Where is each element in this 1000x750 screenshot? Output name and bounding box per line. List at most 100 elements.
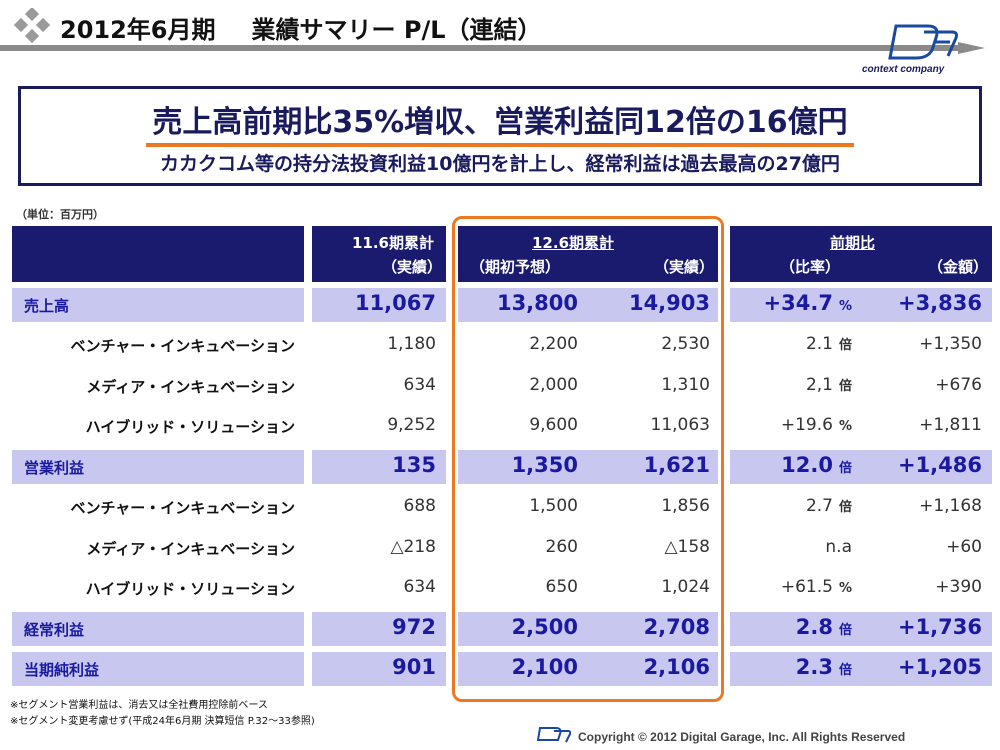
cell-amount: +676 — [822, 375, 982, 395]
cell-value: 2,100 — [511, 655, 578, 679]
cell-value: 260 — [545, 537, 578, 557]
cell-forecast: 13,800 — [418, 291, 578, 315]
band-row-4 — [12, 450, 304, 484]
cell-value: 1,856 — [661, 496, 710, 516]
cell-value: +1,736 — [897, 615, 982, 639]
cell-value: 1,500 — [529, 496, 578, 516]
header-current: 12.6期累計 （期初予想） （実績） — [458, 226, 718, 282]
cell-value: 2,708 — [643, 615, 710, 639]
header-yoy: 前期比 （比率） （金額） — [730, 226, 992, 282]
cell-actual: 11,063 — [550, 415, 710, 435]
cell-amount: +1,350 — [822, 334, 982, 354]
cell-value: 14,903 — [628, 291, 710, 315]
header-arrow-line — [0, 42, 985, 54]
cell-actual: 1,621 — [550, 453, 710, 477]
band-row-0 — [12, 288, 304, 322]
band-row-9 — [458, 652, 718, 686]
cell-forecast: 2,500 — [418, 615, 578, 639]
cell-forecast: 1,350 — [418, 453, 578, 477]
cell-ratio: 2.3 倍 — [692, 655, 852, 679]
headline-main-text: 売上高前期比35%増収、営業利益同12倍の16億円 — [146, 97, 854, 147]
ratio-unit: 倍 — [838, 379, 852, 394]
row-label: 売上高 — [24, 297, 70, 315]
cell-actual: 1,024 — [550, 577, 710, 597]
cell-amount: +1,168 — [822, 496, 982, 516]
cell-ratio: 2.7 倍 — [692, 496, 852, 516]
band-row-4 — [312, 450, 446, 484]
ratio-unit: 倍 — [838, 461, 852, 476]
cell-forecast: 9,600 — [418, 415, 578, 435]
cell-amount: +1,811 — [822, 415, 982, 435]
cell-value: +60 — [946, 537, 982, 557]
band-row-8 — [312, 612, 446, 646]
band-row-4 — [730, 450, 992, 484]
cell-amount: +1,486 — [822, 453, 982, 477]
header-prev: 11.6期累計 （実績） — [312, 226, 446, 282]
cell-value: 2,200 — [529, 334, 578, 354]
cell-ratio: 2,1 倍 — [692, 375, 852, 395]
cell-value: 11,063 — [650, 415, 710, 435]
note-0: ※セグメント営業利益は、消去又は全社費用控除前ベース — [10, 700, 268, 711]
band-row-9 — [12, 652, 304, 686]
cell-value: 2,106 — [643, 655, 710, 679]
cell-value: 1,310 — [661, 375, 710, 395]
band-row-0 — [312, 288, 446, 322]
cell-forecast: 2,000 — [418, 375, 578, 395]
cell-value: 688 — [403, 496, 436, 516]
cell-value: 650 — [545, 577, 578, 597]
cell-prev: 135 — [276, 453, 436, 477]
diamond-bullet-icon — [14, 8, 50, 44]
cell-value: 634 — [403, 375, 436, 395]
cell-value: 1,024 — [661, 577, 710, 597]
cell-ratio: +61.5% — [692, 577, 852, 597]
cell-value: 9,252 — [387, 415, 436, 435]
header-yoy-ratio: （比率） — [780, 258, 841, 276]
cell-prev: 634 — [276, 577, 436, 597]
cell-value: △158 — [664, 537, 710, 557]
band-row-9 — [312, 652, 446, 686]
cell-prev: 688 — [276, 496, 436, 516]
header-label-col — [12, 226, 304, 282]
cell-value: +19.6 — [780, 415, 833, 435]
ratio-unit: % — [838, 419, 852, 434]
ratio-unit: % — [838, 581, 852, 596]
band-row-8 — [730, 612, 992, 646]
cell-ratio: +34.7% — [692, 291, 852, 315]
cell-value: +1,168 — [919, 496, 982, 516]
cell-amount: +3,836 — [822, 291, 982, 315]
ratio-unit: 倍 — [838, 623, 852, 638]
row-label: メディア・インキュベーション — [86, 540, 295, 558]
cell-value: 634 — [403, 577, 436, 597]
logo-text: context company — [862, 64, 945, 75]
cell-value: 2,530 — [661, 334, 710, 354]
cell-actual: 2,708 — [550, 615, 710, 639]
cell-ratio: 12.0 倍 — [692, 453, 852, 477]
row-label: ハイブリッド・ソリューション — [85, 418, 295, 436]
context-company-logo-icon — [888, 24, 958, 60]
cell-value: 2.7 — [805, 496, 833, 516]
cell-actual: 2,106 — [550, 655, 710, 679]
cell-prev: △218 — [276, 537, 436, 557]
header-current-forecast: （期初予想） — [470, 258, 561, 276]
band-row-9 — [730, 652, 992, 686]
cell-value: 901 — [392, 655, 436, 679]
ratio-unit: 倍 — [838, 338, 852, 353]
cell-value: +676 — [935, 375, 982, 395]
row-label: 経常利益 — [24, 621, 85, 639]
band-row-0 — [730, 288, 992, 322]
cell-forecast: 650 — [418, 577, 578, 597]
cell-forecast: 2,100 — [418, 655, 578, 679]
cell-value: 2,1 — [805, 375, 833, 395]
current-period-highlight — [452, 216, 724, 702]
cell-ratio: 2.1 倍 — [692, 334, 852, 354]
band-row-4 — [458, 450, 718, 484]
cell-value: +1,205 — [897, 655, 982, 679]
cell-forecast: 260 — [418, 537, 578, 557]
cell-value: 2,500 — [511, 615, 578, 639]
cell-value: +34.7 — [763, 291, 833, 315]
cell-prev: 9,252 — [276, 415, 436, 435]
header-current-actual: （実績） — [653, 258, 714, 276]
cell-actual: △158 — [550, 537, 710, 557]
footer-copyright: Copyright © 2012 Digital Garage, Inc. Al… — [578, 730, 906, 744]
cell-value: 135 — [392, 453, 436, 477]
